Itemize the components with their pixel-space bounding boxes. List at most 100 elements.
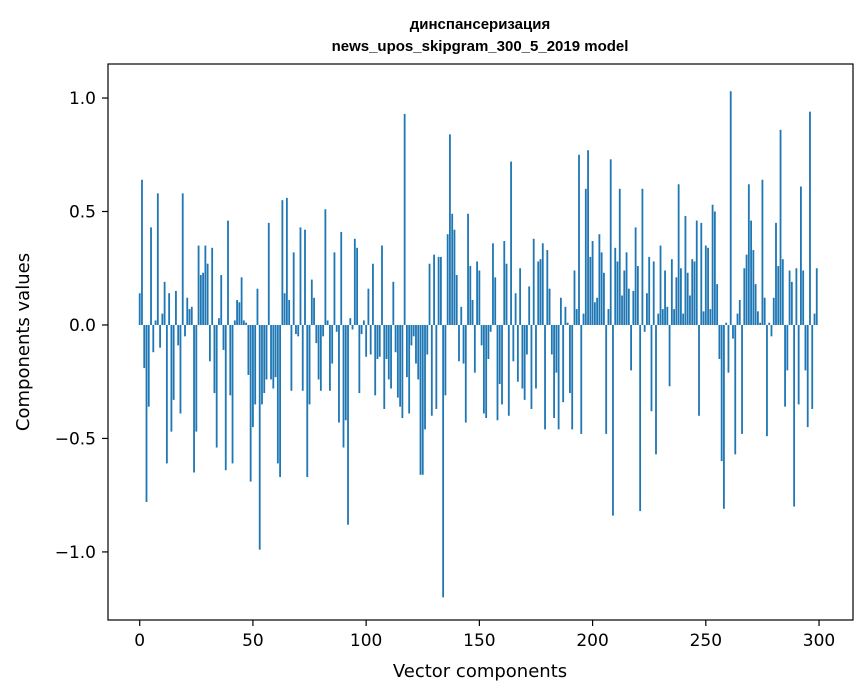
bar-component-218 [632, 290, 635, 325]
bar-component-21 [186, 297, 189, 325]
bar-component-52 [256, 288, 259, 325]
bar-component-168 [519, 268, 522, 325]
bar-component-107 [381, 245, 383, 325]
bar-component-191 [571, 324, 574, 430]
bar-component-88 [338, 324, 340, 423]
bar-component-62 [279, 324, 281, 478]
bar-component-198 [587, 150, 589, 325]
bar-component-230 [659, 245, 662, 325]
bar-component-96 [356, 247, 358, 325]
bar-component-50 [252, 324, 254, 428]
bar-component-201 [593, 302, 596, 325]
bar-component-282 [777, 265, 780, 325]
bar-component-204 [600, 252, 603, 325]
bar-component-241 [684, 216, 687, 325]
bar-component-92 [347, 324, 349, 525]
bar-component-128 [428, 263, 431, 325]
bar-component-105 [376, 324, 379, 360]
bar-component-135 [444, 324, 447, 396]
bar-component-43 [236, 300, 238, 325]
bar-component-118 [406, 324, 408, 378]
bar-component-19 [181, 193, 184, 325]
bar-component-26 [197, 245, 200, 325]
bar-component-58 [270, 324, 272, 380]
bar-component-119 [408, 324, 411, 414]
bar-component-5 [150, 227, 152, 325]
bar-component-81 [322, 324, 325, 337]
y-axis-label: Components values [13, 253, 34, 431]
bar-component-12 [165, 324, 168, 464]
bar-component-256 [718, 324, 721, 360]
bar-component-169 [521, 324, 524, 389]
bar-component-95 [353, 238, 356, 325]
bar-component-298 [813, 313, 816, 325]
bar-component-63 [281, 200, 284, 325]
bar-component-299 [815, 268, 818, 325]
bar-component-280 [772, 297, 775, 325]
bar-component-126 [424, 324, 426, 430]
bar-component-248 [700, 222, 703, 325]
bar-component-79 [317, 324, 320, 380]
bar-component-36 [220, 275, 223, 325]
bar-component-18 [179, 324, 182, 414]
bar-component-219 [634, 227, 637, 325]
bar-component-142 [460, 306, 463, 325]
bar-component-173 [530, 324, 533, 409]
bar-component-111 [390, 324, 392, 389]
bar-component-76 [310, 279, 313, 325]
bar-component-140 [455, 275, 458, 325]
bar-component-260 [727, 324, 730, 373]
bar-component-287 [788, 270, 791, 325]
bar-component-45 [240, 277, 243, 325]
bar-component-240 [682, 313, 685, 325]
y-tick-label: 0.0 [69, 316, 96, 336]
bar-component-15 [172, 324, 175, 400]
bar-component-11 [163, 281, 166, 325]
bar-component-85 [331, 324, 334, 364]
bar-component-138 [451, 213, 454, 325]
bar-component-48 [247, 324, 250, 375]
bar-component-258 [723, 324, 725, 509]
bar-component-113 [394, 324, 397, 353]
bar-component-77 [313, 297, 315, 325]
bar-component-221 [639, 324, 642, 512]
bar-component-98 [360, 324, 363, 335]
bars-group [138, 91, 818, 598]
bar-component-284 [781, 259, 784, 325]
bar-component-195 [580, 324, 583, 434]
bar-component-197 [584, 188, 587, 325]
bar-component-187 [562, 324, 565, 403]
bar-component-97 [358, 324, 361, 394]
bar-component-144 [464, 324, 467, 423]
bar-component-9 [159, 324, 161, 348]
bar-component-286 [786, 324, 789, 371]
bar-component-171 [526, 324, 528, 355]
bar-component-112 [392, 281, 395, 325]
bar-component-279 [770, 324, 773, 337]
bar-component-189 [566, 322, 569, 325]
bar-component-147 [471, 300, 474, 325]
bar-component-94 [351, 324, 354, 330]
bar-component-257 [720, 324, 723, 462]
bar-component-42 [233, 320, 236, 325]
bar-component-158 [496, 324, 499, 421]
bar-component-124 [419, 324, 422, 475]
bar-component-69 [295, 324, 297, 335]
bar-component-246 [695, 220, 698, 325]
bar-component-211 [616, 261, 619, 325]
bar-component-65 [285, 197, 288, 325]
bar-component-80 [319, 324, 322, 391]
y-tick-label: 1.0 [69, 89, 96, 109]
bar-component-41 [231, 324, 234, 464]
bar-component-44 [238, 302, 241, 325]
bar-component-7 [154, 320, 157, 325]
bar-component-31 [208, 324, 211, 362]
bar-component-243 [689, 295, 691, 325]
bar-component-143 [462, 324, 465, 364]
bar-component-176 [537, 261, 540, 325]
bar-component-186 [559, 297, 562, 325]
bar-component-203 [598, 234, 601, 325]
bar-component-16 [175, 290, 177, 325]
bar-component-116 [401, 324, 404, 419]
